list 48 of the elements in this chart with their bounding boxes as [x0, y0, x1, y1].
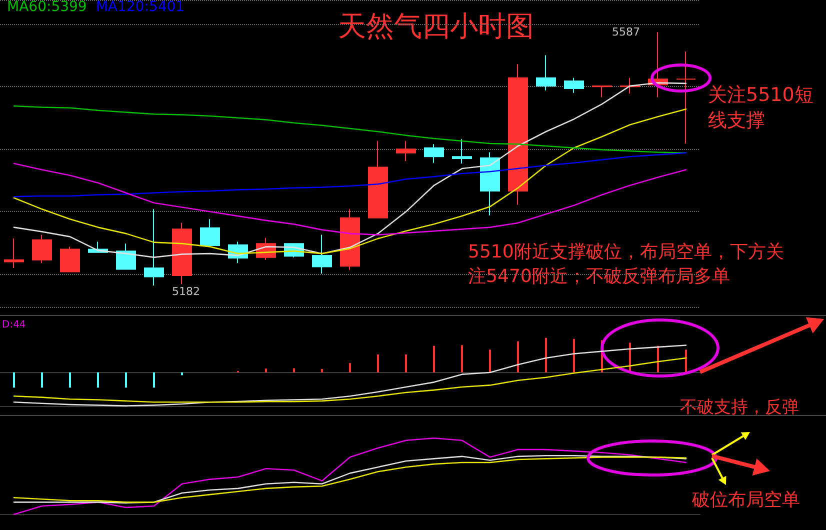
- bar: [657, 346, 659, 372]
- text: 关注5510短线支撑: [708, 84, 814, 132]
- candlestick: [676, 51, 696, 144]
- candlestick: [340, 208, 360, 270]
- candlestick: [452, 138, 472, 164]
- text: D:44: [2, 319, 26, 330]
- bar: [321, 368, 323, 372]
- candlestick: [424, 144, 444, 164]
- candlestick: [592, 85, 612, 98]
- bar: [69, 372, 71, 388]
- candlestick: [172, 222, 192, 285]
- candlestick: [508, 64, 528, 206]
- bar: [153, 372, 155, 388]
- candlestick: [368, 140, 388, 218]
- bar: [97, 372, 99, 388]
- bar: [293, 368, 295, 372]
- bar: [181, 372, 183, 376]
- bar: [377, 354, 379, 372]
- candlestick: [60, 246, 80, 272]
- candlestick: [200, 218, 220, 246]
- candlestick: [4, 238, 24, 268]
- text: MA120:5401: [96, 0, 185, 15]
- bar: [545, 338, 547, 372]
- bar: [349, 363, 351, 372]
- candlestick: [396, 140, 416, 162]
- annotation: 破位布局空单: [691, 490, 800, 511]
- candlestick: [536, 54, 556, 91]
- bar: [461, 345, 463, 372]
- candlestick: [32, 234, 52, 264]
- bar: [13, 372, 15, 388]
- annotation: 5587: [612, 26, 640, 39]
- candlestick: [564, 77, 584, 94]
- candlestick: [312, 234, 332, 274]
- candlestick: [480, 152, 500, 216]
- bar: [405, 354, 407, 372]
- text: MA60:5399: [7, 0, 87, 15]
- bar: [433, 346, 435, 372]
- bar: [125, 372, 127, 388]
- bar: [489, 350, 491, 372]
- candlestick: [116, 243, 136, 270]
- annotation: 5182: [172, 284, 200, 298]
- bar: [41, 372, 43, 388]
- bar: [265, 368, 267, 372]
- candlestick: [144, 208, 164, 286]
- bar: [573, 338, 575, 372]
- bar: [685, 350, 687, 372]
- bar: [517, 341, 519, 372]
- candlestick: [620, 77, 640, 94]
